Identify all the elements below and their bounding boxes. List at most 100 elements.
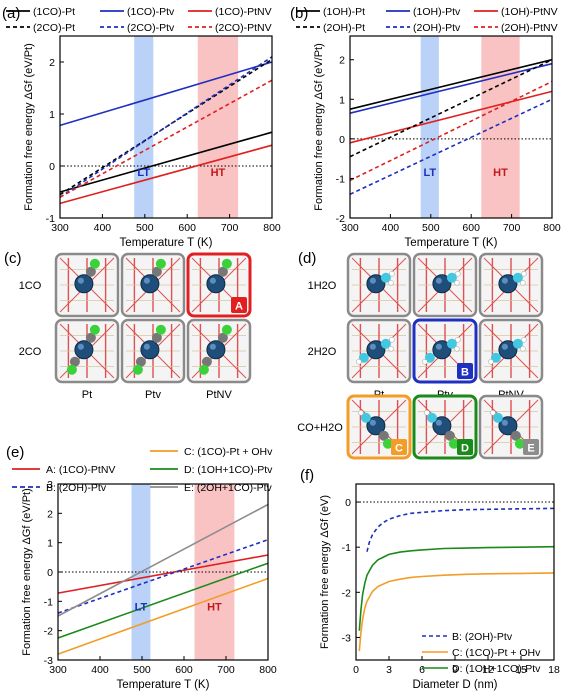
structure-tile bbox=[346, 252, 412, 318]
x-tick-label: 400 bbox=[91, 664, 109, 676]
water-oxygen-atom bbox=[380, 272, 391, 283]
plot-frame bbox=[59, 35, 273, 219]
tile-tag-box bbox=[523, 439, 539, 455]
y-tick-label: 3 bbox=[47, 479, 53, 491]
x-tick-label: 400 bbox=[94, 222, 112, 234]
legend-b-entry-6: (2OH)-PtNV bbox=[501, 22, 558, 34]
pt-atom-highlight bbox=[77, 277, 84, 284]
series-line-2 bbox=[358, 572, 555, 652]
series-line-2 bbox=[57, 538, 269, 614]
structure-tile bbox=[186, 318, 252, 384]
tile-tag-label: C bbox=[395, 443, 403, 455]
y-tick-label: -1 bbox=[46, 213, 55, 225]
pt-atom-highlight bbox=[209, 343, 216, 350]
y-tick-label: 2 bbox=[339, 55, 345, 67]
carbon-atom bbox=[85, 332, 96, 343]
y-tick-label: 0 bbox=[339, 134, 345, 146]
x-tick-label: 300 bbox=[51, 222, 69, 234]
legend-a-entry-6: (2CO)-PtNV bbox=[215, 22, 272, 34]
band-label-ht: HT bbox=[493, 167, 508, 179]
band-ht bbox=[197, 36, 239, 218]
x-tick-label: 700 bbox=[503, 222, 521, 234]
row-label: 2CO bbox=[19, 346, 42, 358]
carbon-atom bbox=[510, 430, 521, 441]
structure-tile bbox=[412, 252, 478, 318]
column-label: Pt bbox=[82, 389, 92, 401]
x-tick-label: 15 bbox=[515, 664, 527, 676]
oxygen-atom bbox=[66, 364, 77, 375]
carbon-atom bbox=[378, 430, 389, 441]
water-oxygen-atom bbox=[360, 412, 371, 423]
structure-tile bbox=[478, 252, 544, 318]
x-tick-label: 300 bbox=[49, 664, 67, 676]
pt-atom-highlight bbox=[435, 419, 442, 426]
legend-a: (1CO)-Pt (1CO)-Ptv (1CO)-PtNV (2CO)-Pt (… bbox=[6, 6, 272, 34]
series-line-1 bbox=[349, 58, 553, 110]
legend-f-entry-3: D: (1OH+1CO)-Ptv bbox=[452, 663, 541, 675]
legend-a-entry-4: (2CO)-Pt bbox=[33, 22, 75, 34]
y-tick-label: -3 bbox=[342, 632, 351, 644]
y-tick-label: 0 bbox=[345, 497, 351, 509]
band-lt bbox=[420, 36, 439, 218]
x-axis-label: Diameter D (nm) bbox=[413, 679, 498, 691]
series-line-5 bbox=[349, 98, 553, 196]
x-tick-label: 3 bbox=[386, 664, 392, 676]
x-tick-label: 500 bbox=[422, 222, 440, 234]
band-ht bbox=[194, 484, 235, 660]
series-line-1 bbox=[59, 131, 273, 193]
x-tick-label: 800 bbox=[259, 664, 277, 676]
oxygen-atom bbox=[198, 364, 209, 375]
legend-a-entry-5: (2CO)-Ptv bbox=[127, 22, 175, 34]
hydrogen-atom bbox=[454, 346, 460, 352]
structure-tile bbox=[346, 318, 412, 384]
x-tick-label: 500 bbox=[136, 222, 154, 234]
hydrogen-atom bbox=[490, 410, 496, 416]
legend-b-entry-1: (1OH)-Pt bbox=[323, 6, 365, 18]
x-tick-label: 12 bbox=[482, 664, 494, 676]
water-oxygen-atom bbox=[446, 272, 457, 283]
tile-tag-label: B bbox=[461, 367, 469, 379]
oxygen-atom bbox=[448, 438, 459, 449]
panel-label-e: (e) bbox=[6, 444, 24, 461]
pt-atom-highlight bbox=[501, 343, 508, 350]
carbon-atom bbox=[201, 356, 212, 367]
carbon-atom bbox=[151, 266, 162, 277]
legend-b-entry-3: (1OH)-PtNV bbox=[501, 6, 558, 18]
oxygen-atom bbox=[382, 438, 393, 449]
hydrogen-atom bbox=[389, 337, 395, 343]
x-axis-label: Temperature T (K) bbox=[405, 237, 498, 249]
pt-atom-highlight bbox=[501, 277, 508, 284]
x-tick-label: 700 bbox=[221, 222, 239, 234]
y-axis-label: Formation free energy ΔGf (eV/Pt) bbox=[23, 43, 35, 211]
band-lt bbox=[134, 36, 154, 218]
legend-e: A: (1CO)-PtNV B: (2OH)-Ptv C: (1CO)-Pt +… bbox=[12, 446, 273, 494]
structure-tile: D bbox=[412, 394, 478, 460]
y-tick-label: 2 bbox=[47, 508, 53, 520]
x-tick-label: 700 bbox=[217, 664, 235, 676]
carbon-atom bbox=[69, 356, 80, 367]
water-oxygen-atom bbox=[424, 352, 435, 363]
row-label: CO+H2O bbox=[297, 422, 343, 434]
y-axis-label: Formation free energy ΔGf (eV/Pt) bbox=[21, 488, 33, 656]
legend-f-entry-2: C: (1CO)-Pt + OHv bbox=[452, 647, 541, 659]
y-tick-label: -1 bbox=[342, 542, 351, 554]
water-oxygen-atom bbox=[358, 352, 369, 363]
legend-b-entry-2: (1OH)-Ptv bbox=[413, 6, 461, 18]
structure-tile bbox=[478, 318, 544, 384]
legend-a-entry-3: (1CO)-PtNV bbox=[215, 6, 272, 18]
pt-atom-highlight bbox=[369, 419, 376, 426]
series-line-3 bbox=[57, 577, 269, 655]
band-label-ht: HT bbox=[207, 602, 222, 614]
y-tick-label: 0 bbox=[47, 567, 53, 579]
tile-tag-box bbox=[457, 363, 473, 379]
series-line-2 bbox=[59, 61, 273, 127]
chart-panel-b: LT HT 300 400 500 600 700 800 -2 -1 0 1 2 Temperature… bbox=[313, 35, 561, 249]
chart-panel-f: 0 3 6 9 12 15 18 -3 -2 -1 0 Diameter D (nm) Formatio… bbox=[319, 483, 560, 691]
hydrogen-atom bbox=[521, 271, 527, 277]
y-tick-label: -1 bbox=[336, 173, 345, 185]
water-oxygen-atom bbox=[380, 338, 391, 349]
row-label: 1CO bbox=[19, 280, 42, 292]
pt-atom-highlight bbox=[435, 343, 442, 350]
